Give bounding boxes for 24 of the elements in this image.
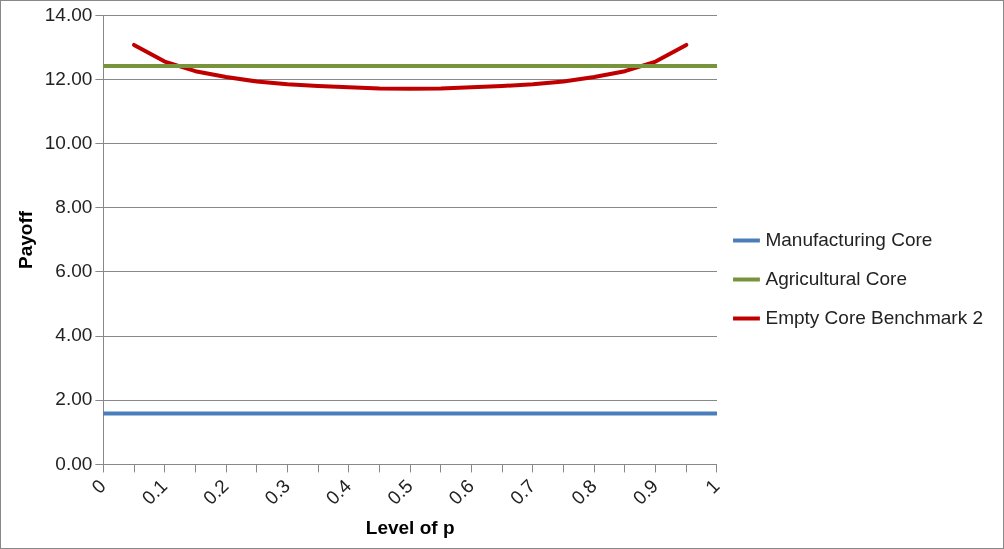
y-tick-label: 6.00 — [55, 260, 93, 282]
y-axis-title: Payoff — [14, 210, 36, 269]
x-tick-label: 0.4 — [321, 474, 356, 509]
x-tick-label: 0 — [87, 475, 110, 498]
x-tick-label: 0.1 — [137, 475, 172, 509]
x-tick-label: 0.8 — [567, 475, 601, 509]
y-tick-label: 8.00 — [55, 196, 93, 218]
y-tick-label: 0.00 — [55, 452, 93, 474]
x-tick-label: 0.6 — [444, 475, 479, 509]
y-tick-label: 10.00 — [44, 131, 93, 153]
x-tick-label: 0.3 — [260, 475, 294, 509]
y-tick-label: 12.00 — [44, 67, 93, 89]
y-tick-label: 14.00 — [44, 3, 93, 25]
y-tick-label: 4.00 — [55, 324, 93, 346]
legend-label: Manufacturing Core — [765, 228, 933, 250]
x-tick-label: 1 — [701, 475, 724, 498]
x-tick-label: 0.5 — [383, 475, 417, 509]
x-axis-title: Level of p — [365, 516, 455, 538]
y-tick-label: 2.00 — [55, 388, 93, 410]
legend-label: Empty Core Benchmark 2 — [765, 306, 984, 328]
x-tick-label: 0.7 — [505, 475, 540, 509]
x-tick-label: 0.2 — [199, 475, 233, 509]
legend-label: Agricultural Core — [765, 267, 907, 289]
x-tick-label: 0.9 — [628, 475, 663, 509]
